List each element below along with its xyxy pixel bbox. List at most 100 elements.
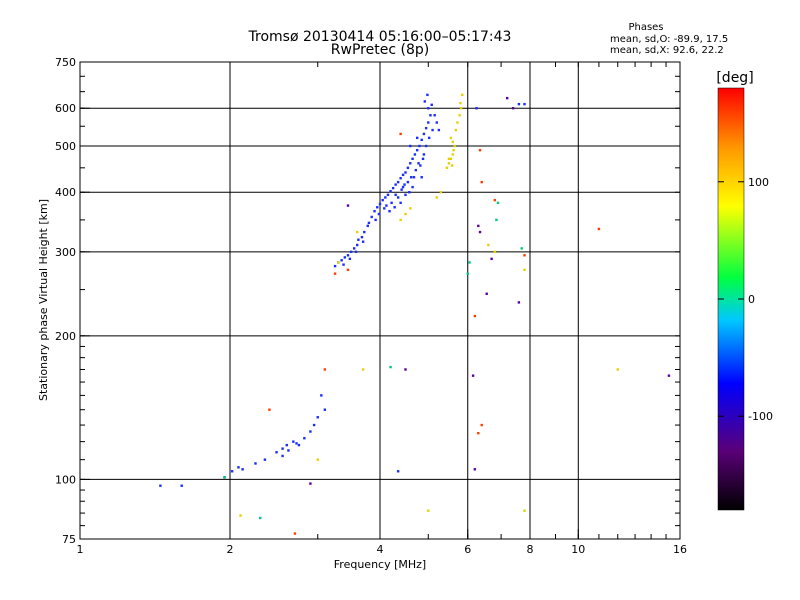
data-point (268, 408, 271, 411)
data-point (420, 176, 423, 179)
data-point (435, 121, 438, 124)
data-point (386, 193, 390, 197)
data-point (396, 470, 400, 473)
y-tick-label: 500 (55, 140, 76, 153)
data-point (523, 509, 526, 512)
axis-ticks: 1 2 4 6 8 10 16 75 100 200 300 400 500 600 750 (55, 56, 687, 556)
data-point (333, 264, 337, 268)
data-point (180, 484, 183, 487)
data-point (406, 180, 410, 184)
data-point (431, 128, 434, 132)
data-point (259, 516, 262, 520)
data-point (309, 430, 312, 433)
data-point (309, 482, 312, 485)
data-point (409, 144, 412, 148)
data-point (323, 408, 327, 411)
data-point (423, 100, 426, 103)
data-point (420, 138, 423, 142)
data-point (370, 215, 373, 219)
data-point (394, 193, 397, 197)
y-tick-label: 200 (55, 330, 76, 343)
data-point (411, 157, 414, 161)
data-point (417, 162, 420, 165)
data-point (333, 272, 337, 275)
data-point (459, 101, 462, 105)
data-point (281, 447, 284, 450)
grid (80, 62, 680, 539)
data-point (667, 374, 671, 377)
x-axis-label: Frequency [MHz] (334, 558, 426, 571)
data-point (523, 268, 526, 272)
data-point (357, 238, 360, 241)
data-point (394, 183, 397, 186)
data-point (323, 368, 327, 371)
data-point (396, 180, 400, 184)
data-point (412, 176, 416, 179)
data-point (352, 247, 356, 250)
data-point (477, 431, 480, 435)
data-point (389, 365, 392, 369)
data-point (424, 144, 428, 148)
data-point (241, 468, 244, 471)
data-point (453, 144, 456, 148)
data-point (459, 107, 463, 110)
colorbar-tick-label: 0 (748, 293, 755, 306)
data-point (520, 247, 523, 250)
data-point (437, 128, 441, 132)
data-point (399, 218, 402, 222)
data-point (451, 140, 455, 144)
data-point (413, 153, 417, 156)
data-point (429, 114, 432, 117)
x-tick-label: 6 (464, 543, 471, 556)
x-tick-label: 2 (227, 543, 234, 556)
data-point (449, 136, 453, 140)
data-point (493, 250, 497, 254)
data-point (452, 148, 455, 152)
data-point (297, 443, 301, 447)
x-tick-label: 4 (377, 543, 384, 556)
data-point (376, 206, 379, 209)
data-point (473, 468, 477, 471)
data-point (505, 96, 509, 100)
data-point (475, 107, 478, 110)
data-point (287, 449, 290, 452)
data-point (449, 157, 453, 161)
data-point (445, 166, 449, 170)
data-point (411, 185, 414, 189)
data-point (597, 227, 601, 231)
data-point (374, 218, 377, 222)
data-point (385, 204, 388, 207)
data-point (373, 209, 376, 213)
data-point (408, 191, 411, 194)
data-point (415, 136, 419, 140)
data-point (424, 126, 428, 130)
data-point (361, 368, 365, 371)
data-point (616, 368, 619, 371)
data-point (409, 207, 412, 210)
data-point (450, 164, 454, 167)
data-point (435, 196, 438, 199)
data-point (399, 201, 402, 205)
data-point (422, 132, 426, 136)
phases-mean-o: mean, sd,O: -89.9, 17.5 (610, 34, 728, 45)
y-tick-label: 100 (55, 473, 76, 486)
data-point (418, 144, 421, 148)
data-point (254, 462, 257, 465)
data-point (285, 443, 288, 447)
data-point (421, 157, 425, 161)
data-point (293, 532, 297, 535)
data-point (367, 221, 371, 225)
data-point (263, 458, 267, 461)
data-point (337, 261, 340, 264)
x-tick-label: 16 (673, 543, 687, 556)
data-point (360, 235, 364, 239)
data-point (409, 176, 413, 179)
data-point (523, 254, 526, 257)
data-point (316, 458, 319, 461)
data-point (451, 153, 455, 156)
data-point (389, 189, 392, 193)
chart-subtitle: RwPretec (8p) (331, 42, 429, 58)
data-point (404, 212, 407, 216)
data-point (281, 454, 284, 458)
